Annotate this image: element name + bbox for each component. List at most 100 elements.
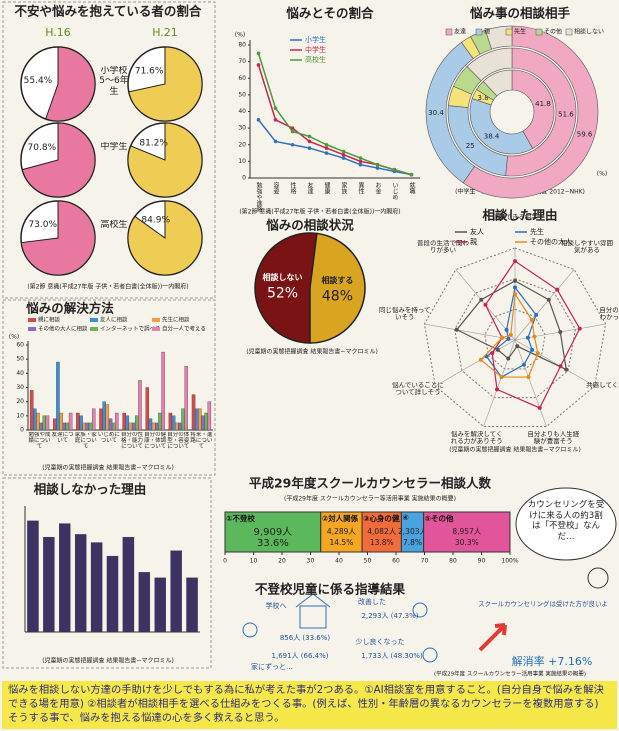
x-tick-label: 0	[223, 558, 227, 565]
bar	[92, 409, 95, 430]
row-label: 中学生	[97, 142, 131, 152]
y-tick-label: 50	[238, 91, 246, 98]
legend-swatch	[90, 327, 98, 331]
y-tick-label: 20	[238, 141, 246, 148]
point	[274, 118, 278, 122]
x-tick-label: 50	[364, 558, 372, 565]
legend-swatch	[446, 29, 452, 35]
value-label: 55.4%	[24, 76, 53, 86]
bar	[138, 380, 141, 430]
x-tick-label: 家族	[340, 181, 347, 195]
legend-label: その他	[544, 28, 562, 36]
chart-title: 悩みの解決方法	[25, 301, 114, 316]
bar	[208, 402, 211, 430]
point	[555, 288, 559, 292]
bar	[175, 423, 178, 430]
axis-label-box: 悩みを解決してくれる力がありそう	[451, 431, 503, 461]
legend-label: 先生に相談	[162, 316, 190, 324]
axis-label-box: 普段の生活で関わりが多い	[417, 240, 469, 270]
legend-label: 親に相談	[38, 316, 61, 324]
y-tick-label: 80	[238, 42, 246, 49]
chart-title: 悩み事の相談相手	[469, 6, 571, 21]
x-tick-label: 60	[392, 558, 400, 565]
conclusion-text-box: 悩みを相談しない方達の手助けを少しでもする為に私が考えた事が2つある。①AI相談…	[8, 684, 612, 728]
guidance-label: 解消率 +7.16%	[512, 654, 593, 668]
legend-label: 友人	[470, 227, 484, 236]
axis-label: 自分のことをよくわかってくれている	[599, 307, 619, 328]
guidance-label: 1,691人 (66.4%)	[272, 652, 329, 660]
bar	[129, 423, 132, 430]
point	[376, 163, 380, 167]
x-tick-label: 容姿	[272, 181, 279, 194]
count-label: 9,909人	[254, 526, 293, 538]
bar	[107, 556, 118, 632]
bar	[155, 423, 158, 430]
bar	[198, 409, 201, 430]
legend-swatch	[28, 318, 36, 322]
guidance-label: 学校へ	[266, 601, 287, 610]
callout-text-box: カウンセリングを受けに来る人の約3割は「不登校」なんだ…	[526, 500, 606, 550]
point	[536, 351, 540, 355]
bar	[33, 409, 36, 430]
guidance-label: 1,733人 (48.30%)	[361, 652, 423, 660]
x-tick-label: 20	[278, 558, 286, 565]
value-label: 59.6	[577, 131, 593, 139]
bar	[178, 423, 181, 430]
y-tick-label: 40	[16, 370, 24, 377]
bar	[89, 423, 92, 430]
point	[342, 156, 346, 160]
guidance-label: 家にずっと…	[251, 662, 293, 671]
point	[564, 368, 568, 372]
point	[479, 358, 483, 362]
point	[532, 335, 536, 339]
x-tick-label-box: 勉強や成績について	[28, 432, 51, 462]
segment-name: ④	[402, 513, 422, 522]
x-tick-label: 90	[478, 558, 486, 565]
segment-name: ③心身の健康	[363, 513, 400, 524]
legend-label: 友達	[454, 28, 466, 36]
bar	[123, 537, 134, 632]
bar	[46, 416, 49, 430]
value-label: 51.6	[558, 111, 574, 119]
legend-label: インターネットで調べる	[100, 325, 161, 333]
bar	[66, 423, 69, 430]
poster: 不安や悩みを抱えている者の割合(第2節 意識(平成27年版 子供・若者白書(全体…	[0, 0, 619, 731]
point	[558, 330, 562, 334]
point	[359, 156, 363, 160]
legend-swatch	[566, 29, 572, 35]
y-tick-label: 20	[16, 398, 24, 405]
x-tick-label: 就職	[408, 181, 415, 195]
bar	[75, 534, 86, 632]
point	[526, 336, 530, 340]
bar	[171, 551, 182, 632]
value-label: 73.0%	[28, 220, 57, 230]
legend-swatch	[506, 29, 512, 35]
value-label: 7.8%	[403, 538, 422, 547]
x-tick-label: 自分の体型・容姿について	[167, 432, 190, 450]
value-label: 30.4	[428, 109, 444, 117]
legend-label: 友人に相談	[100, 316, 128, 324]
guidance-label: 少し良くなった	[356, 637, 405, 646]
bar	[139, 572, 150, 632]
axis-label: 信頼できる相手	[489, 214, 541, 221]
bar	[86, 423, 89, 430]
point	[559, 364, 563, 368]
x-tick-label: いじめ	[391, 182, 398, 200]
guidance-label: スクールカウンセリングは受けた方が良いよ	[478, 599, 608, 608]
point	[530, 318, 534, 322]
point	[393, 168, 397, 172]
bar	[83, 423, 86, 430]
axis-label: 悩みを解決してくれる力がありそう	[451, 431, 503, 445]
point	[530, 348, 534, 352]
point	[483, 303, 487, 307]
slice-label: 相談しない	[263, 272, 303, 282]
x-tick-label: 家族・家庭について	[74, 432, 97, 450]
conclusion-text: 悩みを相談しない方達の手助けを少しでもする為に私が考えた事が2つある。①AI相談…	[8, 684, 612, 726]
point	[325, 151, 329, 155]
point	[490, 351, 494, 355]
bar	[135, 416, 138, 430]
axis-label: 悩んでいることについて詳しそう	[392, 382, 444, 396]
bar	[40, 423, 43, 430]
legend-label: 相談しない	[574, 28, 604, 36]
page: {"chart_data": [ {"type": "pie", "title"…	[0, 0, 619, 731]
